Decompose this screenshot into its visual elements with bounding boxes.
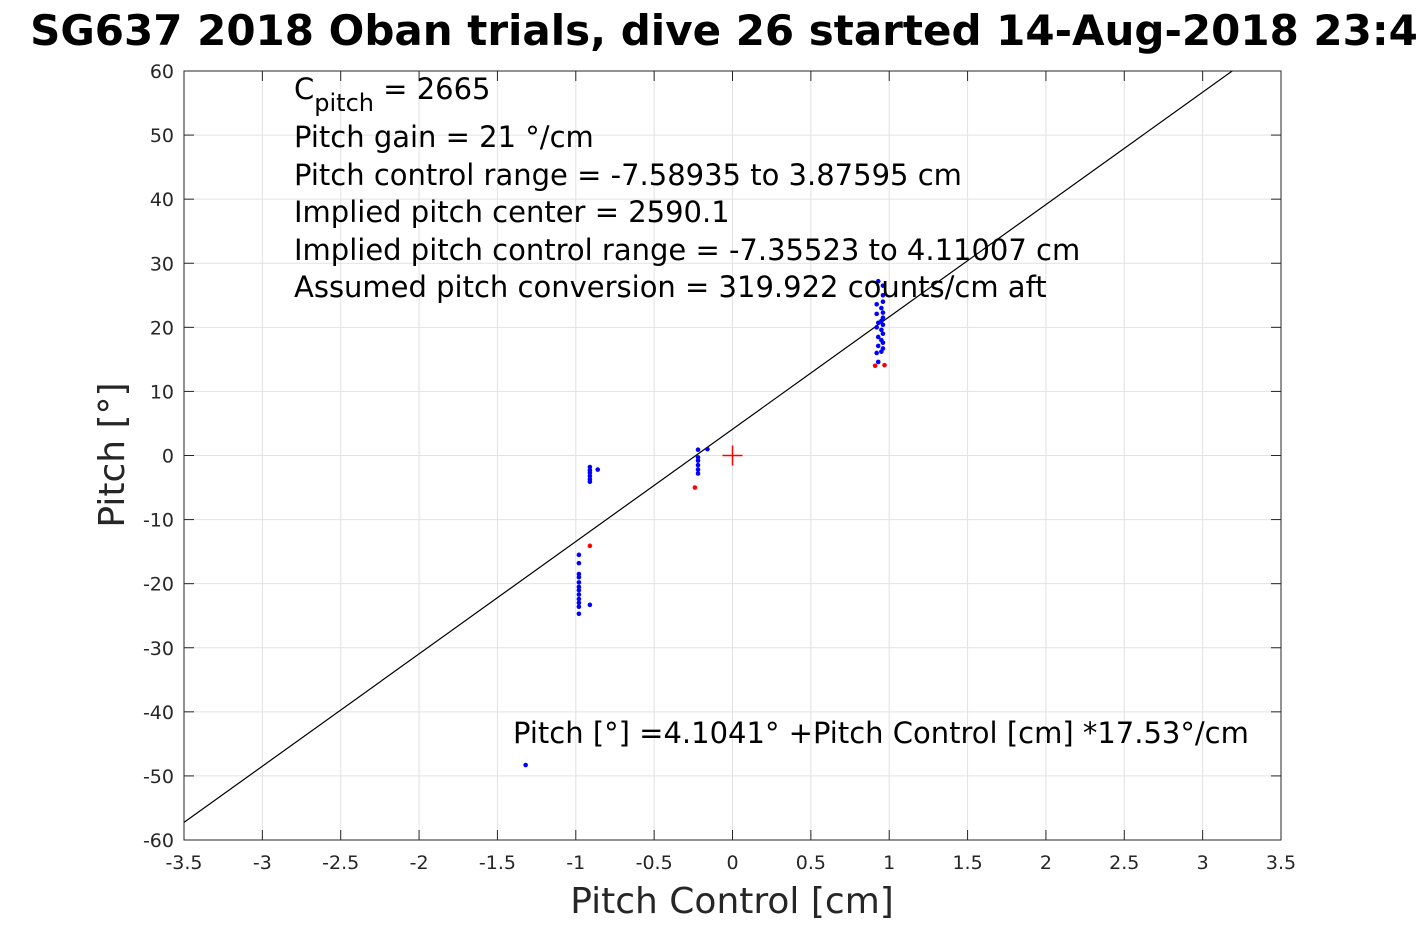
implied-center-annotation: Implied pitch center = 2590.1 xyxy=(294,195,730,229)
x-tick-label: 2 xyxy=(1040,852,1052,874)
x-axis-label: Pitch Control [cm] xyxy=(570,881,894,922)
x-tick-label: 2.5 xyxy=(1109,852,1139,874)
data-point xyxy=(576,592,582,597)
data-point xyxy=(695,447,701,453)
data-point xyxy=(880,299,886,305)
x-tick-label: 1.5 xyxy=(952,852,982,874)
fit-equation-annotation: Pitch [°] =4.1041° +Pitch Control [cm] *… xyxy=(513,716,1249,750)
y-tick-label: 10 xyxy=(150,381,174,403)
implied-range-annotation: Implied pitch control range = -7.35523 t… xyxy=(294,233,1080,267)
data-point xyxy=(576,600,582,606)
data-point xyxy=(875,343,881,349)
parameter-annotations: Cpitch = 2665 Pitch gain = 21 °/cm Pitch… xyxy=(294,72,1080,304)
data-point xyxy=(880,331,886,337)
pitch-control-range-annotation: Pitch control range = -7.58935 to 3.8759… xyxy=(294,158,962,192)
data-point xyxy=(695,458,701,463)
data-point xyxy=(875,334,881,340)
data-point xyxy=(872,363,878,369)
data-point xyxy=(587,470,593,476)
data-point xyxy=(692,485,698,490)
y-tick-label: -60 xyxy=(143,830,174,852)
data-point xyxy=(576,560,582,566)
data-point xyxy=(595,467,601,472)
data-point xyxy=(880,310,886,315)
data-point xyxy=(695,455,701,460)
data-point xyxy=(587,464,593,470)
x-tick-label: -1 xyxy=(566,852,585,874)
data-points xyxy=(523,278,887,768)
data-point xyxy=(576,587,582,593)
y-axis-ticks: -60 -50 -40 -30 -20 -10 0 10 20 30 40 50 60 xyxy=(143,61,1281,852)
y-axis-label: Pitch [°] xyxy=(92,382,133,527)
x-tick-label: -0.5 xyxy=(636,852,673,874)
y-tick-label: 60 xyxy=(150,61,174,83)
y-tick-label: -30 xyxy=(143,638,174,660)
x-tick-label: 3.5 xyxy=(1266,852,1296,874)
data-point xyxy=(874,350,879,356)
plot-frame xyxy=(183,70,1282,841)
data-point xyxy=(880,322,886,328)
data-point xyxy=(576,571,582,577)
x-tick-label: -2.5 xyxy=(322,852,359,874)
y-tick-label: 30 xyxy=(150,253,174,275)
data-point xyxy=(695,471,701,476)
cpitch-annotation: Cpitch = 2665 xyxy=(294,72,491,117)
data-point xyxy=(880,340,886,346)
data-point xyxy=(880,283,886,288)
y-tick-label: -10 xyxy=(143,510,174,532)
y-tick-label: -20 xyxy=(143,574,174,596)
y-tick-label: -50 xyxy=(143,766,174,788)
x-tick-label: 1 xyxy=(883,852,895,874)
data-point xyxy=(875,320,881,326)
y-tick-label: -40 xyxy=(143,702,174,724)
data-point xyxy=(875,359,881,365)
x-tick-label: -3.5 xyxy=(165,852,202,874)
data-point xyxy=(875,278,881,284)
x-tick-label: 3 xyxy=(1197,852,1209,874)
data-point xyxy=(587,473,593,479)
y-tick-label: 40 xyxy=(150,189,174,211)
y-tick-label: 20 xyxy=(150,317,174,339)
data-point xyxy=(695,467,701,472)
data-point xyxy=(587,543,593,549)
y-tick-label: 0 xyxy=(162,446,174,468)
data-point xyxy=(523,762,528,768)
x-tick-label: -3 xyxy=(253,852,272,874)
data-point xyxy=(882,362,887,368)
data-point xyxy=(576,584,582,590)
data-point xyxy=(880,292,886,298)
data-point xyxy=(705,446,710,452)
x-tick-label: -2 xyxy=(410,852,429,874)
data-point xyxy=(576,611,582,617)
data-point xyxy=(587,479,593,485)
x-tick-label: 0.5 xyxy=(796,852,826,874)
x-axis-ticks: -3.5 -3 -2.5 -2 -1.5 -1 -0.5 0 0.5 1 1.5 2 2.5 3 3.5 xyxy=(165,71,1296,874)
data-point xyxy=(587,602,593,608)
data-point xyxy=(695,462,701,468)
pitch-gain-annotation: Pitch gain = 21 °/cm xyxy=(294,120,594,154)
y-tick-label: 50 xyxy=(150,125,174,147)
data-point xyxy=(576,604,582,610)
assumed-conversion-annotation: Assumed pitch conversion = 319.922 count… xyxy=(294,270,1047,304)
fit-line xyxy=(184,71,1234,823)
data-point xyxy=(879,349,884,354)
data-point xyxy=(874,301,879,307)
data-point xyxy=(879,327,884,333)
center-marker xyxy=(722,445,743,466)
data-point xyxy=(576,574,582,580)
chart-title: SG637 2018 Oban trials, dive 26 started … xyxy=(30,6,1417,55)
data-point xyxy=(874,311,879,317)
x-tick-label: -1.5 xyxy=(479,852,516,874)
x-tick-label: 0 xyxy=(726,852,738,874)
data-point xyxy=(576,552,582,558)
data-point xyxy=(874,325,879,330)
data-point xyxy=(576,596,582,602)
data-point xyxy=(879,305,884,311)
data-point xyxy=(576,580,582,585)
